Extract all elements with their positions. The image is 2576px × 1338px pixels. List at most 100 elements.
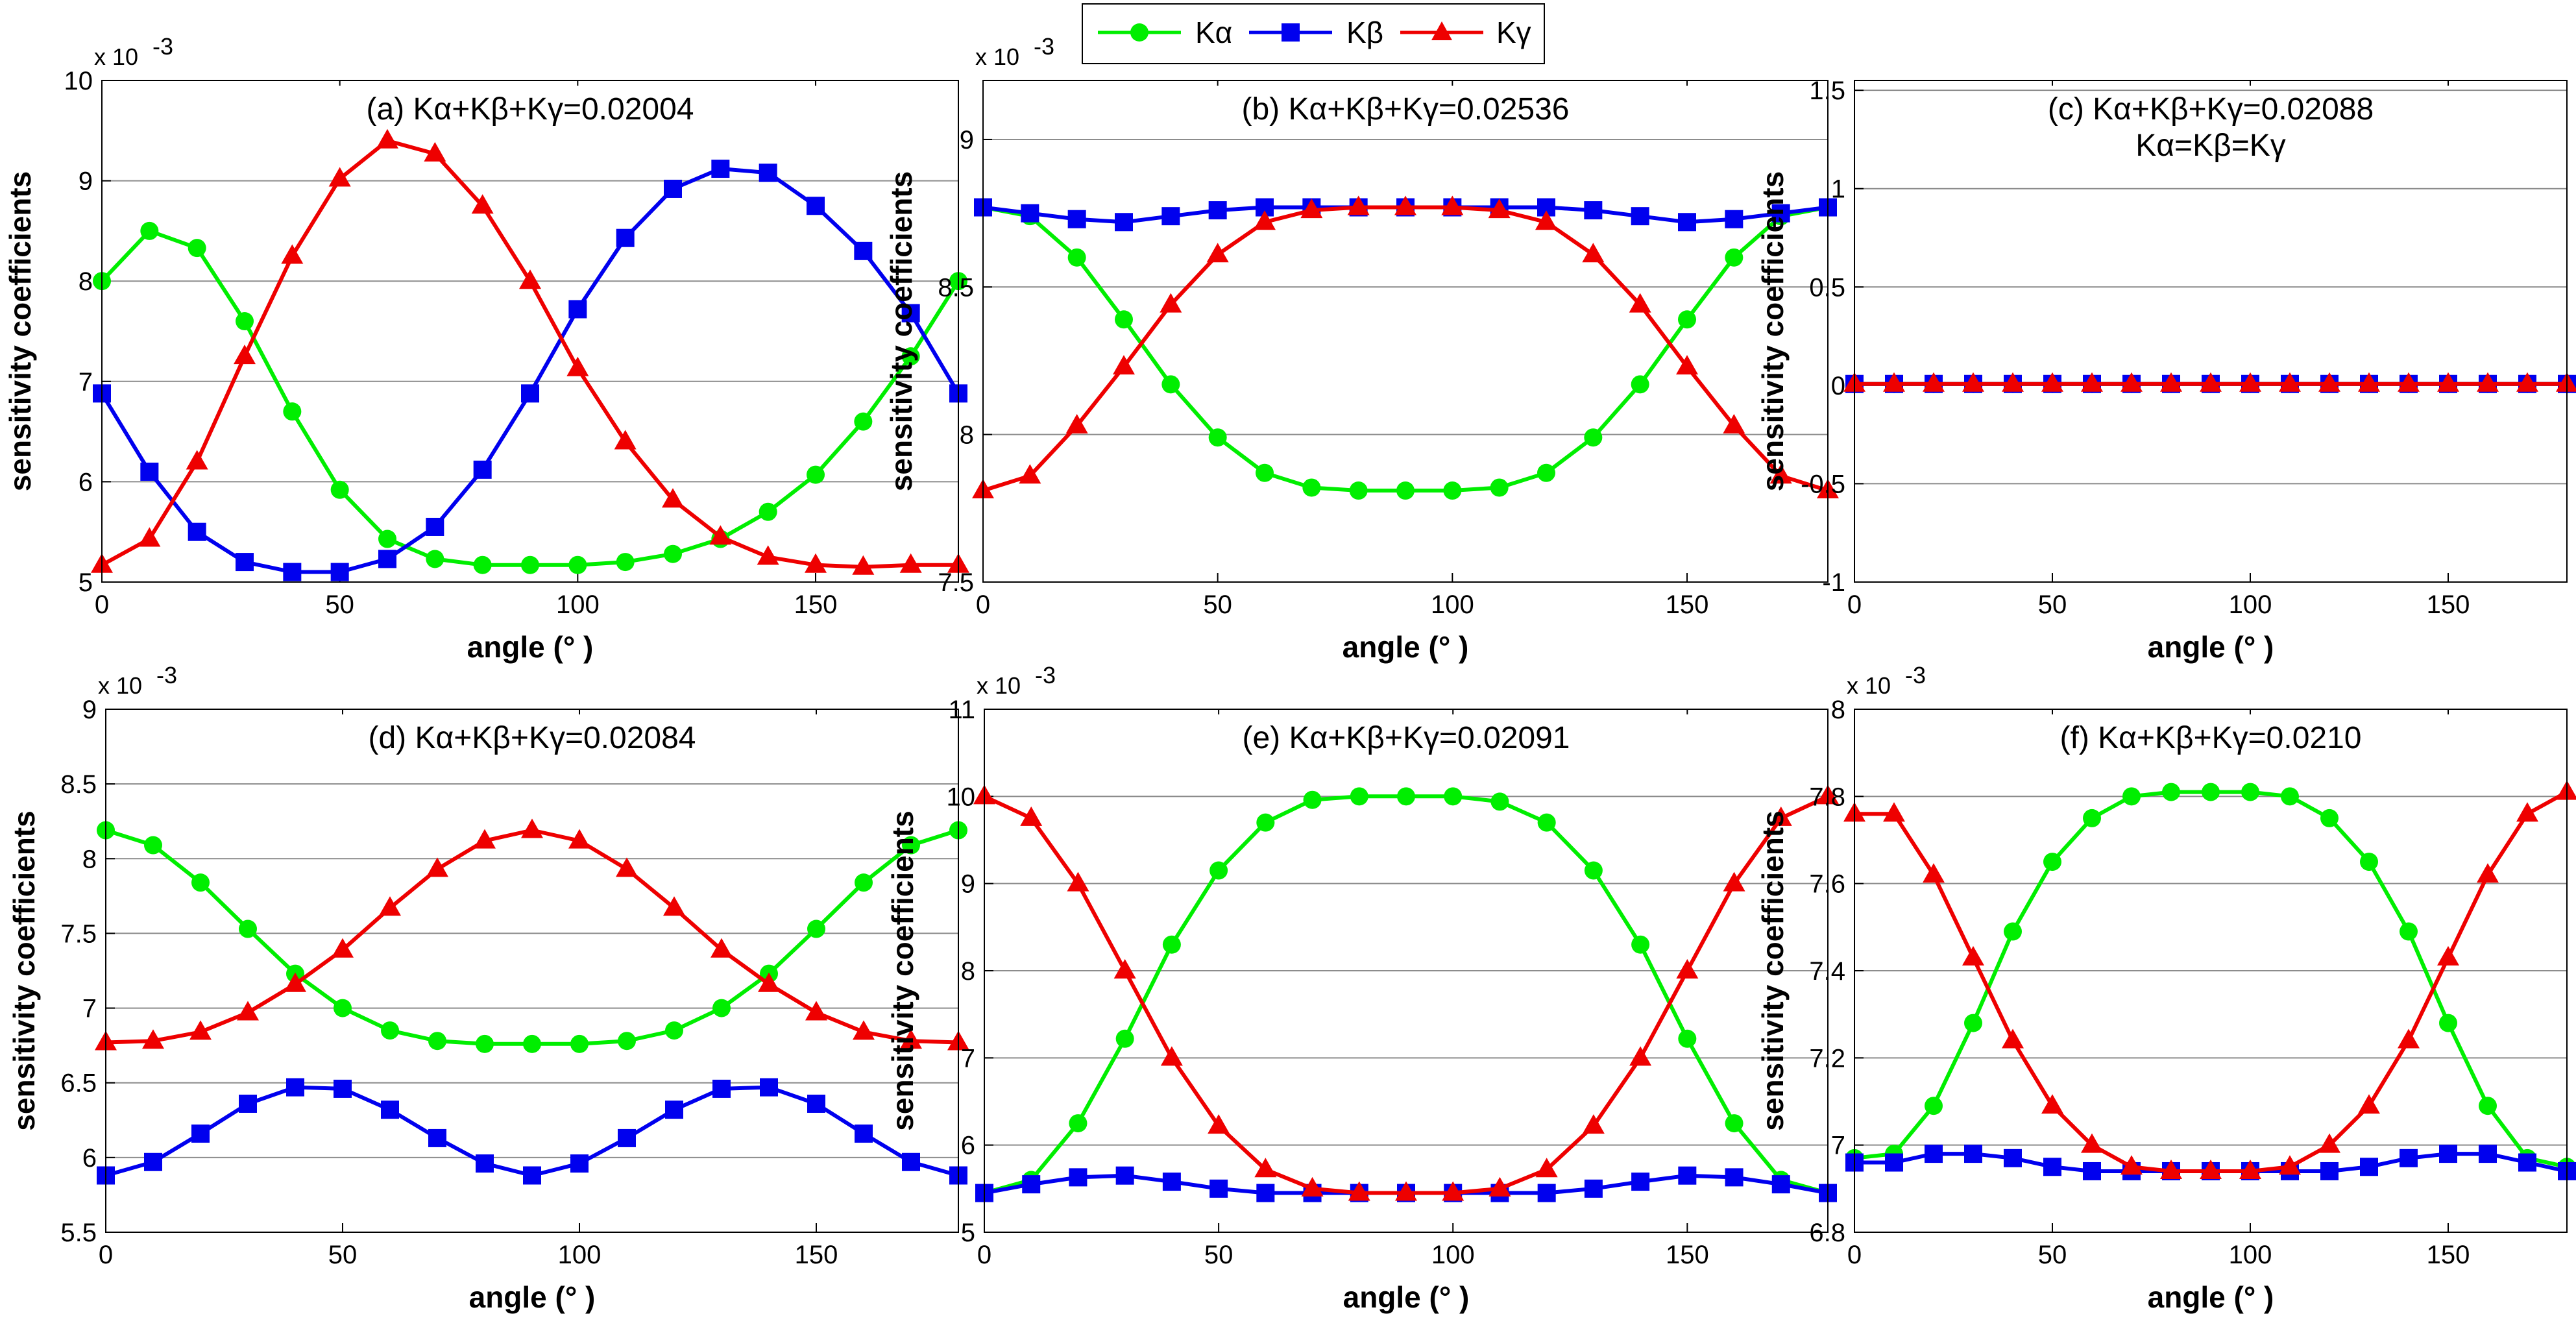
point-kgamma-d [142, 1029, 164, 1049]
y-tick-label-d: 5.5 [60, 1219, 97, 1247]
point-kbeta-d [191, 1125, 210, 1143]
panel-e: 5 6 7 8 9 10 11 0 50 100 150 (e) Kα+Kβ+Kγ=0.02091 x … [886, 662, 1839, 1314]
point-kalpha-d [334, 999, 352, 1017]
point-kbeta-f [2083, 1162, 2101, 1180]
y-tick-label-b: 8 [960, 421, 974, 450]
point-kgamma-c [1923, 372, 1945, 392]
x-tick-label-b: 100 [1431, 590, 1474, 619]
point-kgamma-a [709, 525, 732, 545]
point-kgamma-e [1629, 1046, 1652, 1066]
y-tick-label-f: 7.6 [1809, 870, 1845, 899]
point-kbeta-e [1069, 1168, 1088, 1187]
point-kgamma-f [2318, 1133, 2340, 1153]
point-kbeta-d [618, 1128, 636, 1147]
point-kalpha-b [1678, 310, 1696, 329]
point-kalpha-a [283, 402, 302, 421]
point-kbeta-e [1022, 1175, 1041, 1194]
point-kgamma-d [711, 938, 733, 958]
point-kalpha-e [1537, 813, 1556, 832]
x-tick-label-d: 100 [558, 1241, 601, 1269]
point-kgamma-e [1769, 806, 1792, 826]
point-kgamma-f [2437, 945, 2459, 966]
point-kgamma-e [1020, 806, 1043, 826]
x-axis-label-c: angle (° ) [2148, 630, 2274, 664]
point-kalpha-a [616, 553, 635, 572]
exponent-power-e: -3 [1035, 662, 1056, 688]
x-tick-label-b: 0 [976, 590, 990, 619]
point-kgamma-e [1535, 1158, 1558, 1178]
point-kalpha-e [1303, 790, 1322, 809]
point-kalpha-e [1678, 1029, 1697, 1048]
exponent-label-f: x 10 [1847, 672, 1891, 699]
point-kgamma-e [1160, 1046, 1183, 1066]
point-kgamma-d [805, 1001, 827, 1021]
point-kbeta-a [330, 563, 349, 581]
point-kbeta-b [1161, 207, 1180, 226]
point-kgamma-d [853, 1020, 875, 1040]
y-tick-label-c: -0.5 [1801, 470, 1845, 498]
y-tick-label-d: 7.5 [60, 919, 97, 948]
point-kbeta-a [568, 300, 587, 319]
point-kbeta-d [286, 1078, 304, 1097]
point-kgamma-c [2516, 372, 2538, 392]
point-kbeta-a [140, 462, 159, 481]
point-kgamma-e [1208, 1114, 1230, 1134]
point-kgamma-f [1962, 945, 1984, 966]
point-kalpha-a [330, 480, 349, 499]
exponent-label-a: x 10 [94, 43, 138, 70]
point-kbeta-d [807, 1094, 825, 1113]
point-kgamma-b [1629, 293, 1651, 313]
point-kbeta-a [236, 553, 254, 572]
panel-b: 7.5 8 8.5 9 0 50 100 150 (b) Kα+Kβ+Kγ=0.02536 x 1… [884, 33, 1839, 664]
y-axis-label-d: sensitivity coefficients [7, 810, 41, 1130]
point-kbeta-f [2320, 1162, 2339, 1180]
point-kgamma-b [1582, 243, 1605, 263]
point-kgamma-f [2120, 1155, 2143, 1175]
point-kgamma-d [332, 938, 354, 958]
annotation-c: (c) Kα+Kβ+Kγ=0.02088 [2048, 92, 2374, 127]
x-axis-label-b: angle (° ) [1343, 630, 1469, 664]
y-tick-label-d: 6.5 [60, 1069, 97, 1098]
point-kgamma-f [2556, 780, 2576, 800]
point-kalpha-e [1256, 813, 1275, 832]
point-kbeta-d [381, 1101, 399, 1119]
point-kalpha-e [1209, 861, 1228, 880]
axes-frame-f [1854, 709, 2568, 1233]
y-tick-label-a: 9 [79, 167, 93, 196]
point-kgamma-c [1883, 372, 1905, 392]
point-kbeta-a [188, 522, 206, 541]
point-kgamma-f [2160, 1159, 2182, 1179]
x-tick-label-f: 100 [2229, 1241, 2272, 1269]
point-kbeta-a [854, 241, 873, 260]
y-tick-label-c: -1 [1822, 568, 1845, 597]
point-kalpha-a [759, 502, 777, 521]
y-axis-label-c: sensitivity coefficients [1756, 171, 1790, 491]
x-tick-label-a: 150 [794, 590, 838, 619]
point-kgamma-f [2081, 1133, 2103, 1153]
point-kalpha-f [2083, 809, 2101, 827]
point-kgamma-f [2200, 1159, 2222, 1179]
x-tick-label-d: 150 [795, 1241, 838, 1269]
x-axis-label-a: angle (° ) [467, 630, 594, 664]
y-tick-label-d: 9 [82, 696, 97, 724]
point-kgamma-c [2120, 372, 2143, 392]
point-kbeta-f [2043, 1158, 2061, 1176]
point-kalpha-e [1350, 787, 1368, 806]
point-kalpha-e [1397, 787, 1415, 806]
axes-frame-a [101, 80, 959, 583]
axes-frame-c [1854, 80, 2568, 583]
x-axis-label-f: angle (° ) [2148, 1280, 2274, 1314]
point-kgamma-a [281, 244, 304, 264]
x-tick-label-a: 50 [325, 590, 354, 619]
point-kalpha-d [855, 873, 873, 892]
point-kbeta-a [473, 460, 492, 479]
point-kgamma-e [1301, 1176, 1324, 1197]
point-kgamma-b [1723, 414, 1745, 434]
point-kalpha-f [2479, 1097, 2497, 1115]
point-kbeta-a [664, 179, 682, 198]
legend-marker-kgamma [1431, 21, 1452, 40]
legend-entry-kbeta: Kβ [1249, 16, 1383, 49]
point-kalpha-d [665, 1021, 683, 1040]
point-kalpha-f [2281, 787, 2299, 806]
